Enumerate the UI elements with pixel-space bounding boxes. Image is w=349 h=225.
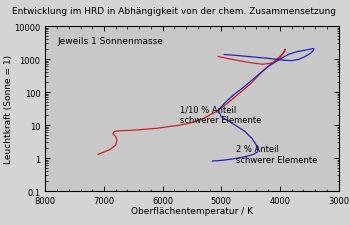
Y-axis label: Leuchtkraft (Sonne = 1): Leuchtkraft (Sonne = 1) [4,55,13,163]
Text: 1/10 % Anteil
schwerer Elemente: 1/10 % Anteil schwerer Elemente [180,105,262,124]
Text: Jeweils 1 Sonnenmasse: Jeweils 1 Sonnenmasse [57,37,163,46]
X-axis label: Oberflächentemperatur / K: Oberflächentemperatur / K [131,206,253,215]
Text: 2 % Anteil
schwerer Elemente: 2 % Anteil schwerer Elemente [236,144,317,164]
Text: Entwicklung im HRD in Abhängigkeit von der chem. Zusammensetzung: Entwicklung im HRD in Abhängigkeit von d… [13,7,336,16]
